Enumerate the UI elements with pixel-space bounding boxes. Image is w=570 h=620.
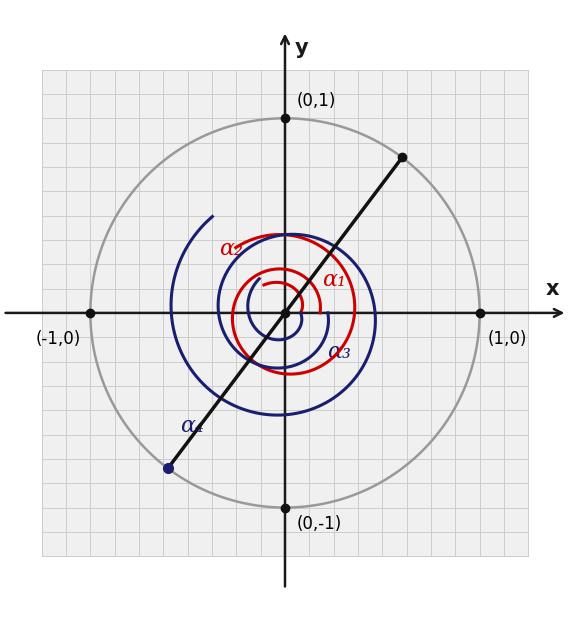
Text: (0,1): (0,1) (296, 92, 336, 110)
Text: (0,-1): (0,-1) (296, 515, 342, 533)
Text: (1,0): (1,0) (487, 330, 527, 348)
Bar (42, 69, 528, 556)
Text: (-1,0): (-1,0) (35, 330, 80, 348)
Text: α₂: α₂ (218, 237, 242, 260)
Text: y: y (295, 38, 308, 58)
Text: α₃: α₃ (328, 341, 352, 363)
Text: x: x (546, 279, 559, 299)
Text: α₁: α₁ (321, 269, 345, 291)
Text: α₄: α₄ (180, 415, 203, 437)
